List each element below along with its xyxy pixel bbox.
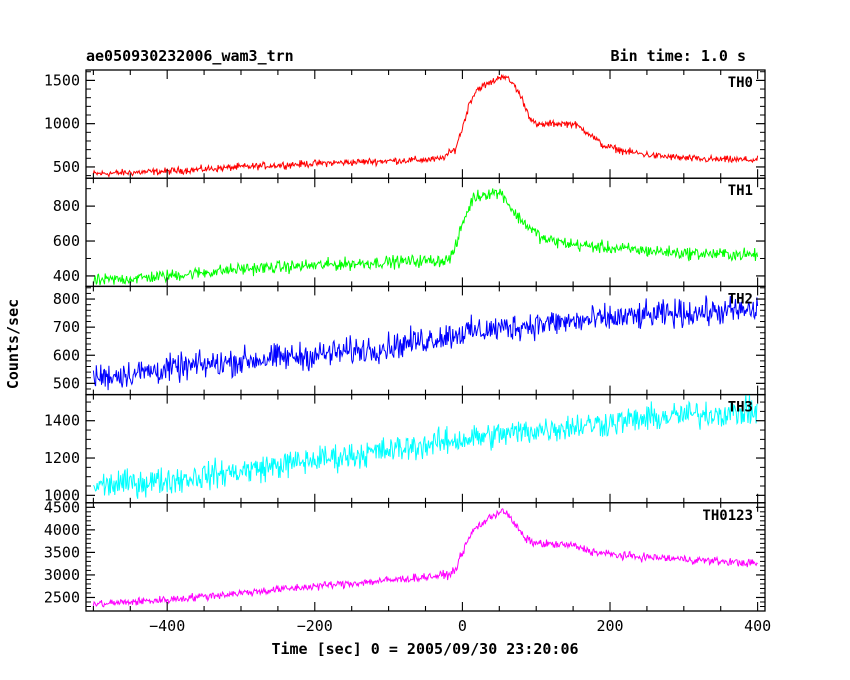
panel-label-th0123: TH0123 xyxy=(702,508,753,524)
chart-title: ae050930232006_wam3_trn xyxy=(86,47,294,65)
y-tick-label: 1500 xyxy=(44,71,80,89)
y-tick-label: 1000 xyxy=(44,115,80,133)
panel-frame xyxy=(85,69,766,179)
y-tick-label: 700 xyxy=(53,318,80,336)
y-tick-label: 500 xyxy=(53,374,80,392)
series-line-th0123 xyxy=(92,508,758,608)
y-tick-label: 500 xyxy=(53,158,80,176)
y-tick-label: 1200 xyxy=(44,449,80,467)
y-tick-label: 4000 xyxy=(44,521,80,539)
y-tick-label: 800 xyxy=(53,197,80,215)
panels-group: 500 1000 1500 TH0 400 600 800 TH1 500 600 700 800 TH… xyxy=(44,69,766,612)
y-tick-label: 1000 xyxy=(44,486,80,504)
y-tick-label: 600 xyxy=(53,346,80,364)
y-tick-label: 2500 xyxy=(44,588,80,606)
x-tick-label: 400 xyxy=(744,617,771,635)
panel-label-th2: TH2 xyxy=(728,291,753,307)
panel-label-th3: TH3 xyxy=(728,400,753,416)
y-tick-label: 600 xyxy=(53,232,80,250)
y-tick-label: 400 xyxy=(53,267,80,285)
y-axis-label: Counts/sec xyxy=(4,299,22,389)
x-axis-label: Time [sec] 0 = 2005/09/30 23:20:06 xyxy=(271,640,578,658)
panel-th2: 500 600 700 800 TH2 xyxy=(53,285,766,396)
bin-time-label: Bin time: 1.0 s xyxy=(611,47,746,65)
x-tick-label: −200 xyxy=(297,617,333,635)
y-tick-label: 1400 xyxy=(44,412,80,430)
y-tick-label: 3500 xyxy=(44,543,80,561)
panel-label-th1: TH1 xyxy=(728,183,753,199)
y-tick-label: 3000 xyxy=(44,566,80,584)
panel-th1: 400 600 800 TH1 xyxy=(53,177,766,288)
series-line-th1 xyxy=(92,188,759,286)
x-tick-label: 200 xyxy=(596,617,623,635)
y-tick-label: 800 xyxy=(53,290,80,308)
panel-th0: 500 1000 1500 TH0 xyxy=(44,69,766,179)
x-tick-label: −400 xyxy=(149,617,185,635)
series-line-th2 xyxy=(92,295,759,391)
x-axis: −400 −200 0 200 400 xyxy=(149,617,771,635)
panel-th3: 1000 1200 1400 TH3 xyxy=(44,393,766,504)
panel-th0123: 2500 3000 3500 4000 4500 TH0123 xyxy=(44,498,766,612)
x-tick-label: 0 xyxy=(458,617,467,635)
y-tick-label: 4500 xyxy=(44,498,80,516)
panel-label-th0: TH0 xyxy=(728,75,753,91)
series-line-th3 xyxy=(93,394,758,499)
panel-frame xyxy=(85,177,766,288)
series-line-th0 xyxy=(92,73,759,178)
